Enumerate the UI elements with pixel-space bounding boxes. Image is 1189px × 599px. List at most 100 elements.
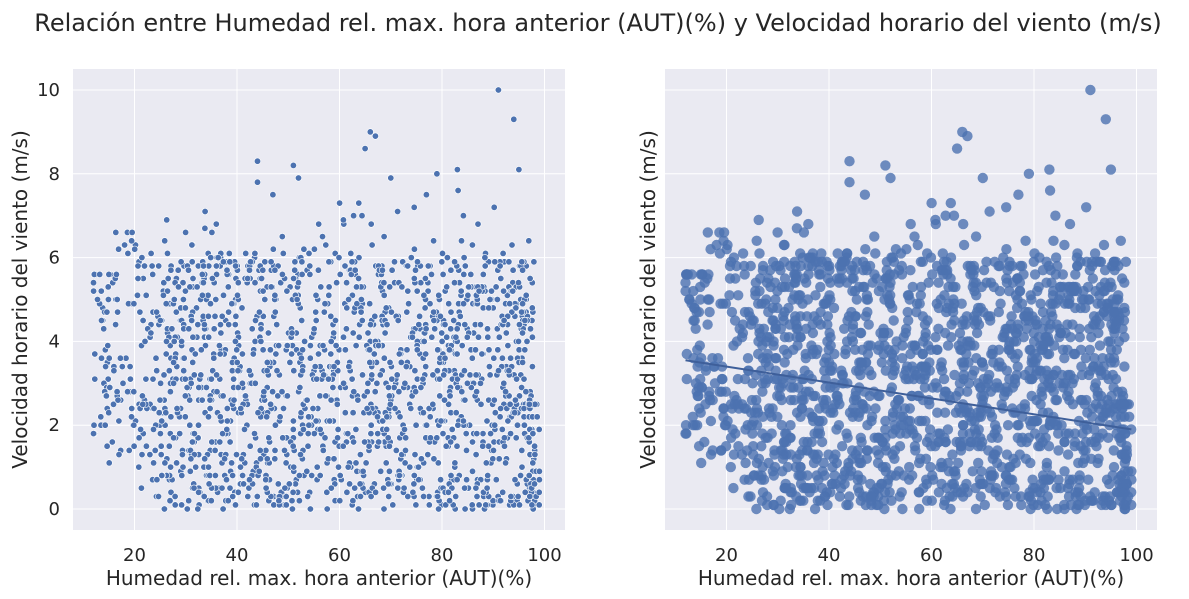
data-point: [766, 428, 777, 439]
data-point: [518, 329, 526, 337]
data-point: [393, 371, 401, 379]
data-point: [306, 342, 314, 350]
data-point: [254, 178, 262, 186]
data-point: [429, 371, 437, 379]
data-point: [212, 262, 220, 270]
data-point: [935, 294, 946, 305]
data-point: [339, 442, 347, 450]
data-point: [803, 218, 814, 230]
data-point: [367, 421, 375, 429]
data-point: [847, 445, 858, 456]
data-point: [1113, 290, 1124, 301]
data-point: [519, 358, 527, 366]
data-point: [252, 316, 260, 324]
data-point: [142, 291, 150, 299]
data-point: [965, 340, 976, 351]
data-point: [136, 308, 144, 316]
data-point: [158, 417, 166, 425]
data-point: [874, 340, 885, 351]
data-point: [474, 333, 482, 341]
data-point: [933, 323, 944, 334]
data-point: [1002, 265, 1013, 276]
data-point: [757, 265, 769, 276]
data-point: [368, 241, 376, 249]
data-point: [256, 446, 264, 454]
data-point: [134, 291, 142, 299]
data-point: [447, 325, 455, 333]
data-point: [255, 467, 263, 475]
data-point: [215, 342, 223, 350]
data-point: [139, 316, 147, 324]
data-point: [909, 340, 921, 351]
data-point: [958, 369, 969, 381]
data-point: [316, 392, 324, 400]
data-point: [1084, 344, 1096, 355]
data-point: [312, 291, 320, 299]
data-point: [1121, 441, 1132, 452]
data-point: [869, 231, 880, 242]
data-point: [310, 325, 318, 333]
data-point: [344, 463, 352, 471]
data-point: [517, 471, 525, 479]
data-point: [454, 187, 462, 195]
data-point: [461, 321, 469, 329]
data-point: [947, 491, 958, 502]
data-point: [1067, 319, 1078, 330]
data-point: [902, 415, 914, 427]
data-point: [945, 197, 956, 209]
data-point: [1126, 466, 1137, 477]
x-tick-label: 60: [328, 545, 351, 566]
data-point: [519, 266, 527, 274]
data-point: [531, 442, 539, 450]
data-point: [435, 291, 443, 299]
data-point: [441, 321, 449, 329]
data-point: [170, 295, 178, 303]
data-point: [275, 342, 283, 350]
data-point: [198, 270, 206, 278]
data-point: [497, 274, 505, 282]
data-point: [865, 495, 877, 506]
data-point: [978, 265, 990, 276]
data-point: [164, 249, 172, 257]
data-point: [705, 449, 717, 460]
data-point: [872, 457, 884, 469]
data-point: [460, 300, 468, 308]
data-point: [828, 302, 840, 314]
data-point: [1042, 332, 1054, 343]
data-point: [709, 361, 720, 372]
data-point: [927, 470, 938, 481]
data-point: [870, 248, 881, 259]
data-point: [274, 392, 282, 400]
data-point: [344, 430, 352, 438]
data-point: [211, 312, 219, 320]
data-point: [115, 417, 123, 425]
data-point: [178, 471, 186, 479]
data-point: [782, 461, 793, 473]
data-point: [745, 491, 756, 502]
data-point: [1044, 164, 1055, 175]
data-point: [97, 287, 105, 295]
data-point: [398, 283, 406, 291]
data-point: [417, 383, 425, 391]
data-point: [696, 353, 707, 364]
data-point: [193, 283, 201, 291]
data-point: [453, 442, 461, 450]
data-point: [327, 484, 335, 492]
data-point: [1044, 323, 1055, 334]
data-point: [422, 350, 430, 358]
data-point: [271, 421, 279, 429]
data-point: [173, 459, 181, 467]
data-point: [861, 445, 873, 456]
data-point: [1126, 487, 1137, 498]
data-point: [728, 449, 740, 460]
data-point: [894, 491, 905, 502]
data-point: [336, 270, 344, 278]
data-point: [879, 503, 890, 515]
data-point: [150, 459, 158, 467]
x-tick-label: 20: [715, 545, 738, 566]
data-point: [325, 291, 333, 299]
data-point: [496, 262, 504, 270]
data-point: [1111, 344, 1123, 355]
data-point: [371, 388, 379, 396]
data-point: [391, 404, 399, 412]
